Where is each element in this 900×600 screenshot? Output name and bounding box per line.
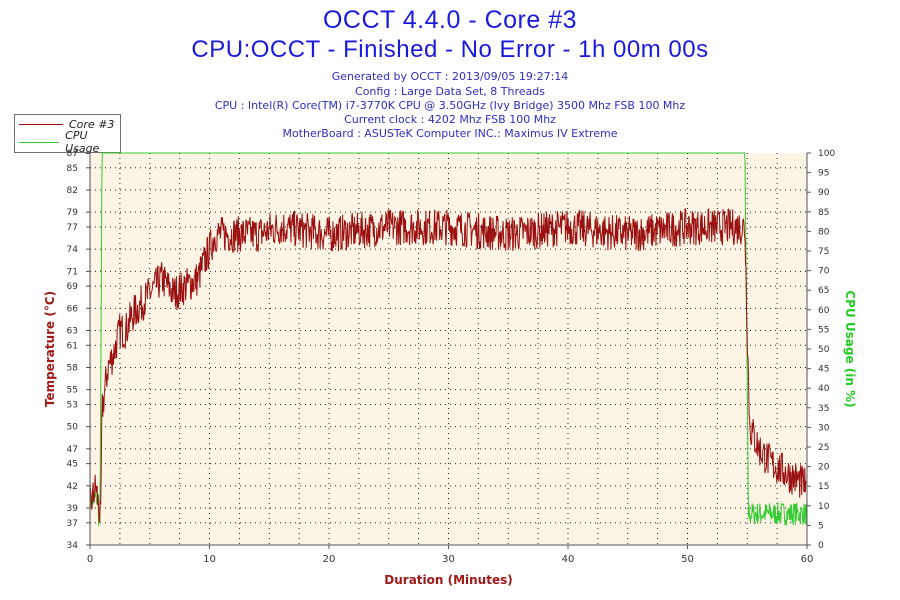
info-cpu: CPU : Intel(R) Core(TM) i7-3770K CPU @ 3…: [214, 99, 686, 112]
y-left-tick-label: 61: [67, 341, 78, 351]
y-right-tick-label: 55: [818, 325, 829, 335]
y-axis-label-cpu-usage: CPU Usage (in %): [843, 290, 857, 407]
y-right-tick-label: 30: [818, 423, 830, 433]
x-tick-label: 20: [323, 554, 336, 565]
x-tick-label: 10: [203, 554, 216, 565]
y-left-tick-label: 58: [67, 363, 79, 373]
x-tick-label: 0: [87, 554, 93, 565]
y-left-tick-label: 50: [67, 423, 79, 433]
x-axis-label: Duration (Minutes): [384, 573, 512, 587]
y-left-tick-label: 71: [67, 267, 78, 277]
y-left-tick-label: 79: [67, 208, 79, 218]
y-left-tick-label: 63: [67, 327, 78, 337]
y-right-tick-label: 95: [818, 169, 829, 179]
y-right-tick-label: 90: [818, 188, 830, 198]
y-axis-label-temperature: Temperature (°C): [43, 291, 57, 407]
y-right-tick-label: 70: [818, 267, 830, 277]
y-left-tick-label: 87: [67, 149, 78, 159]
y-right-tick-label: 50: [818, 345, 830, 355]
y-left-tick-label: 66: [67, 304, 79, 314]
legend-swatch-cpu-usage: [19, 141, 60, 143]
y-right-tick-label: 0: [818, 541, 824, 551]
chart-title: OCCT 4.4.0 - Core #3: [322, 6, 578, 34]
y-left-tick-label: 69: [67, 282, 79, 292]
y-right-tick-label: 40: [818, 384, 830, 394]
y-left-tick-label: 42: [67, 482, 78, 492]
y-left-tick-label: 53: [67, 400, 78, 410]
legend: Core #3 CPU Usage: [14, 114, 121, 155]
y-right-tick-label: 15: [818, 482, 829, 492]
y-left-tick-label: 85: [67, 164, 78, 174]
y-right-tick-label: 35: [818, 404, 829, 414]
series-layer: [89, 152, 808, 527]
y-right-tick-label: 45: [818, 365, 829, 375]
legend-item-cpu-usage: CPU Usage: [19, 129, 120, 155]
tick-labels: 0 10 20 30 40 50 60343739424547505355586163666…: [67, 149, 836, 565]
y-right-tick-label: 10: [818, 502, 830, 512]
series-line-cpu-usage: [89, 152, 808, 527]
legend-label-core3: Core #3: [69, 117, 115, 131]
info-motherboard: MotherBoard : ASUSTeK Computer INC.: Max…: [282, 127, 618, 140]
y-left-tick-label: 74: [67, 245, 79, 255]
info-clock: Current clock : 4202 Mhz FSB 100 Mhz: [344, 113, 556, 126]
y-right-tick-label: 25: [818, 443, 829, 453]
x-tick-label: 40: [562, 554, 575, 565]
x-tick-label: 50: [681, 554, 694, 565]
y-left-tick-label: 34: [67, 541, 79, 551]
y-right-tick-label: 85: [818, 208, 829, 218]
y-left-tick-label: 47: [67, 445, 78, 455]
info-generated: Generated by OCCT : 2013/09/05 19:27:14: [331, 70, 569, 83]
y-left-tick-label: 55: [67, 386, 78, 396]
y-left-tick-label: 82: [67, 186, 78, 196]
y-left-tick-label: 39: [67, 504, 79, 514]
chart-subtitle: CPU:OCCT - Finished - No Error - 1h 00m …: [191, 36, 709, 63]
y-right-tick-label: 20: [818, 463, 830, 473]
legend-swatch-core3: [19, 123, 63, 125]
axes: [86, 152, 811, 549]
y-right-tick-label: 75: [818, 247, 829, 257]
series-line-core3: [89, 208, 807, 523]
x-tick-label: 30: [442, 554, 455, 565]
y-right-tick-label: 5: [818, 521, 824, 531]
x-tick-label: 60: [801, 554, 814, 565]
legend-item-core3: Core #3: [19, 117, 114, 131]
y-left-tick-label: 77: [67, 223, 78, 233]
y-left-tick-label: 45: [67, 460, 78, 470]
y-left-tick-label: 37: [67, 519, 78, 529]
y-right-tick-label: 65: [818, 286, 829, 296]
y-right-tick-label: 80: [818, 227, 830, 237]
y-right-tick-label: 60: [818, 306, 830, 316]
info-config: Config : Large Data Set, 8 Threads: [355, 85, 545, 98]
y-right-tick-label: 100: [818, 149, 835, 159]
legend-label-cpu-usage: CPU Usage: [65, 129, 100, 155]
